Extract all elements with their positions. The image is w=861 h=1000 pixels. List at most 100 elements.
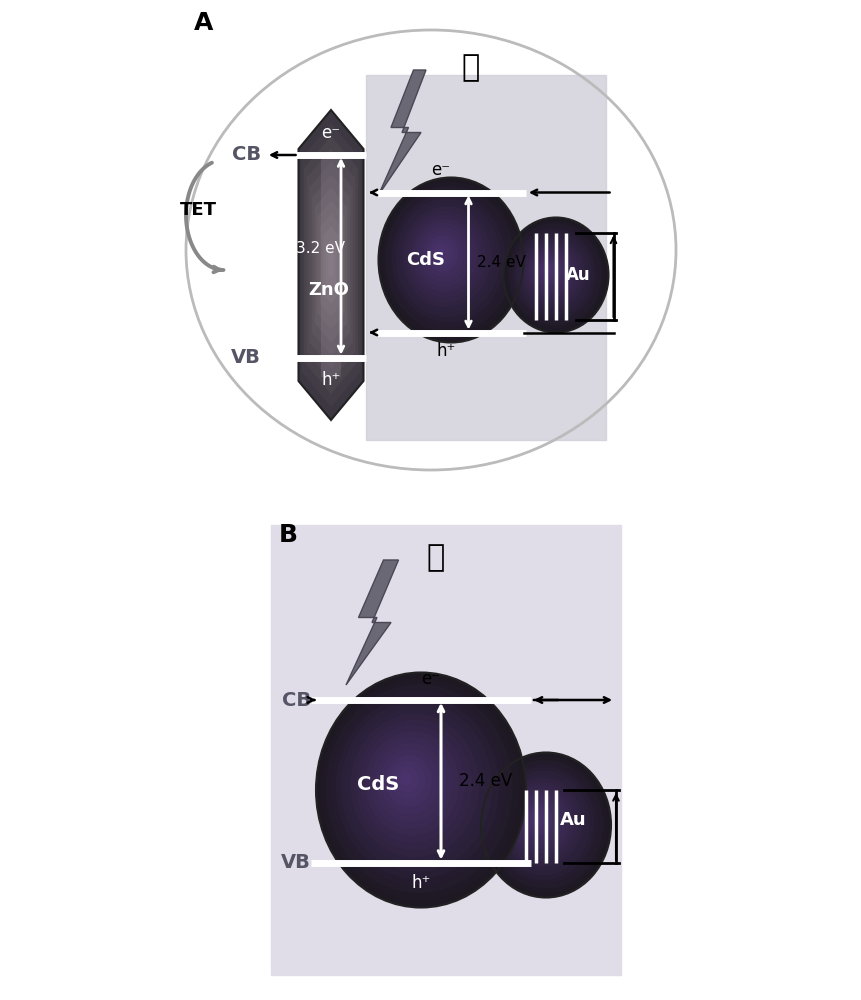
Ellipse shape: [517, 235, 588, 311]
Ellipse shape: [395, 198, 499, 317]
Polygon shape: [328, 252, 333, 278]
Ellipse shape: [533, 252, 567, 290]
Text: Au: Au: [560, 811, 586, 829]
Text: CdS: CdS: [406, 251, 445, 269]
Ellipse shape: [437, 248, 444, 257]
Ellipse shape: [537, 258, 561, 283]
Ellipse shape: [511, 789, 569, 853]
Polygon shape: [378, 70, 425, 195]
Text: 3.2 eV: 3.2 eV: [296, 241, 345, 256]
Ellipse shape: [423, 231, 462, 277]
Ellipse shape: [505, 782, 577, 862]
Ellipse shape: [508, 223, 601, 325]
Text: TET: TET: [180, 201, 217, 219]
Ellipse shape: [523, 803, 552, 835]
Text: CB: CB: [282, 690, 311, 710]
Ellipse shape: [416, 223, 472, 287]
Ellipse shape: [350, 714, 479, 857]
Ellipse shape: [402, 206, 491, 307]
Ellipse shape: [409, 215, 481, 297]
Text: e⁻: e⁻: [321, 123, 340, 141]
Ellipse shape: [517, 796, 561, 844]
Ellipse shape: [480, 752, 610, 898]
Ellipse shape: [525, 243, 578, 301]
Ellipse shape: [492, 767, 594, 880]
Ellipse shape: [433, 244, 449, 262]
Polygon shape: [345, 560, 398, 685]
Ellipse shape: [370, 737, 452, 829]
Ellipse shape: [325, 684, 512, 893]
Ellipse shape: [380, 749, 438, 814]
Ellipse shape: [395, 766, 418, 793]
Ellipse shape: [390, 761, 424, 800]
Ellipse shape: [520, 800, 556, 840]
Ellipse shape: [484, 756, 606, 893]
Ellipse shape: [399, 202, 495, 312]
Polygon shape: [321, 153, 340, 377]
Polygon shape: [312, 175, 350, 355]
Ellipse shape: [514, 792, 565, 849]
Text: 光: 光: [461, 53, 480, 82]
Ellipse shape: [505, 220, 604, 329]
Polygon shape: [314, 188, 347, 342]
Ellipse shape: [316, 672, 525, 908]
Text: A: A: [194, 10, 213, 34]
Ellipse shape: [528, 246, 574, 297]
Ellipse shape: [499, 774, 585, 871]
Ellipse shape: [406, 211, 486, 302]
Ellipse shape: [530, 249, 571, 294]
Ellipse shape: [336, 696, 499, 879]
Polygon shape: [309, 162, 352, 368]
Ellipse shape: [419, 227, 468, 282]
Polygon shape: [317, 200, 344, 330]
Polygon shape: [323, 226, 338, 304]
Ellipse shape: [503, 218, 608, 332]
Polygon shape: [300, 123, 361, 407]
Ellipse shape: [526, 807, 548, 831]
Ellipse shape: [535, 255, 564, 287]
Text: CdS: CdS: [357, 776, 400, 794]
Ellipse shape: [400, 772, 412, 785]
Ellipse shape: [513, 229, 594, 318]
Ellipse shape: [360, 725, 465, 843]
Ellipse shape: [502, 778, 581, 866]
Polygon shape: [325, 239, 336, 291]
Ellipse shape: [385, 755, 431, 807]
Ellipse shape: [511, 226, 598, 322]
Ellipse shape: [530, 810, 544, 827]
Ellipse shape: [385, 186, 514, 332]
Ellipse shape: [378, 178, 523, 342]
Ellipse shape: [515, 232, 591, 315]
Ellipse shape: [412, 219, 477, 292]
Polygon shape: [304, 136, 357, 394]
Text: B: B: [279, 523, 298, 547]
Ellipse shape: [331, 690, 505, 886]
Ellipse shape: [375, 743, 445, 821]
Ellipse shape: [388, 190, 509, 327]
Text: e⁻: e⁻: [421, 670, 440, 688]
Ellipse shape: [392, 194, 505, 322]
Ellipse shape: [542, 263, 554, 276]
Ellipse shape: [508, 785, 573, 858]
Ellipse shape: [320, 678, 518, 900]
Ellipse shape: [490, 763, 598, 884]
Text: 2.4 eV: 2.4 eV: [459, 772, 512, 790]
Ellipse shape: [523, 240, 581, 304]
Polygon shape: [307, 149, 355, 381]
Ellipse shape: [340, 702, 492, 872]
Text: h⁺: h⁺: [436, 342, 455, 360]
Ellipse shape: [430, 239, 454, 267]
Text: CB: CB: [232, 145, 261, 164]
Ellipse shape: [345, 708, 486, 864]
Bar: [366, 75, 605, 440]
Text: ZnO: ZnO: [307, 281, 349, 299]
Ellipse shape: [545, 266, 551, 273]
Ellipse shape: [426, 235, 458, 272]
Ellipse shape: [533, 814, 540, 822]
Text: 光: 光: [426, 543, 444, 572]
Text: e⁻: e⁻: [431, 161, 450, 179]
Ellipse shape: [486, 760, 602, 889]
Text: h⁺: h⁺: [321, 371, 340, 389]
Bar: [270, 525, 620, 975]
Text: VB: VB: [231, 348, 261, 367]
